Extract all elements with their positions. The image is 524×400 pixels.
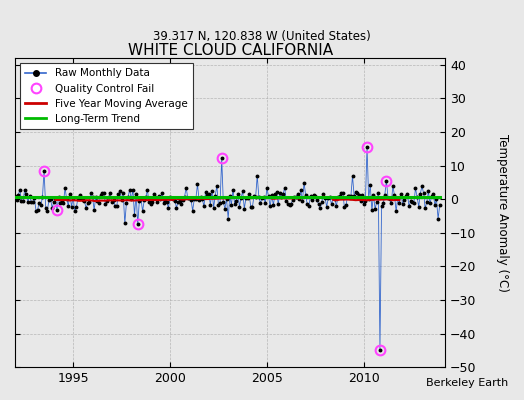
Text: Berkeley Earth: Berkeley Earth — [426, 378, 508, 388]
Title: WHITE CLOUD CALIFORNIA: WHITE CLOUD CALIFORNIA — [127, 43, 333, 58]
Y-axis label: Temperature Anomaly (°C): Temperature Anomaly (°C) — [496, 134, 509, 292]
Legend: Raw Monthly Data, Quality Control Fail, Five Year Moving Average, Long-Term Tren: Raw Monthly Data, Quality Control Fail, … — [20, 63, 192, 129]
Text: 39.317 N, 120.838 W (United States): 39.317 N, 120.838 W (United States) — [153, 30, 371, 43]
